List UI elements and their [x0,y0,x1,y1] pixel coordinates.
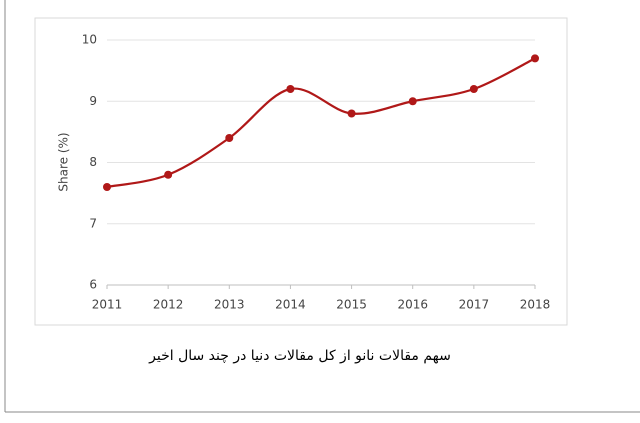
x-tick-label: 2011 [92,298,123,312]
y-tick-label: 7 [89,216,97,230]
x-tick-label: 2018 [520,298,551,312]
point [286,85,295,93]
x-tick-label: 2016 [397,298,428,312]
y-axis-label: Share (%) [57,132,71,191]
point [531,54,539,63]
point [469,85,478,93]
y-tick-label: 6 [89,278,97,292]
y-tick-label: 9 [89,94,97,108]
x-tick-label: 2014 [275,298,306,312]
x-tick-label: 2015 [336,298,367,312]
caption: سهم مقالات نانو از کل مقالات دنیا در چند… [148,348,451,364]
x-tick-label: 2017 [459,298,490,312]
point [164,170,173,179]
point [225,134,234,142]
point [347,109,356,118]
chart-box [34,17,568,326]
point [103,183,111,191]
line [106,57,536,189]
y-tick-label: 8 [89,155,97,169]
point [408,97,417,106]
y-tick-label: 10 [82,33,97,47]
x-tick-label: 2013 [214,298,245,312]
x-tick-label: 2012 [153,298,184,312]
